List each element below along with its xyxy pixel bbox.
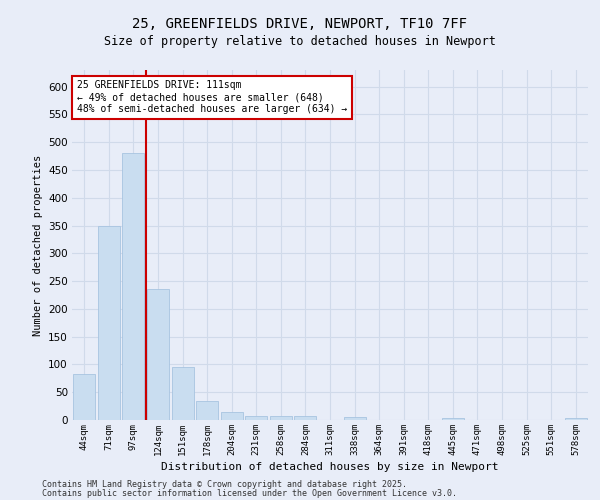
Text: Size of property relative to detached houses in Newport: Size of property relative to detached ho…	[104, 35, 496, 48]
Bar	[98, 226, 120, 420]
Text: Contains HM Land Registry data © Crown copyright and database right 2025.: Contains HM Land Registry data © Crown c…	[42, 480, 407, 489]
Bar	[245, 416, 268, 420]
Bar	[344, 417, 365, 420]
Bar	[122, 154, 145, 420]
Text: Contains public sector information licensed under the Open Government Licence v3: Contains public sector information licen…	[42, 488, 457, 498]
Y-axis label: Number of detached properties: Number of detached properties	[32, 154, 43, 336]
Bar	[270, 416, 292, 420]
Bar	[172, 367, 194, 420]
Bar	[221, 412, 243, 420]
Bar	[565, 418, 587, 420]
Bar	[147, 290, 169, 420]
Text: 25 GREENFIELDS DRIVE: 111sqm
← 49% of detached houses are smaller (648)
48% of s: 25 GREENFIELDS DRIVE: 111sqm ← 49% of de…	[77, 80, 347, 114]
Bar	[196, 400, 218, 420]
Bar	[295, 416, 316, 420]
X-axis label: Distribution of detached houses by size in Newport: Distribution of detached houses by size …	[161, 462, 499, 472]
Bar	[442, 418, 464, 420]
Bar	[73, 374, 95, 420]
Text: 25, GREENFIELDS DRIVE, NEWPORT, TF10 7FF: 25, GREENFIELDS DRIVE, NEWPORT, TF10 7FF	[133, 18, 467, 32]
